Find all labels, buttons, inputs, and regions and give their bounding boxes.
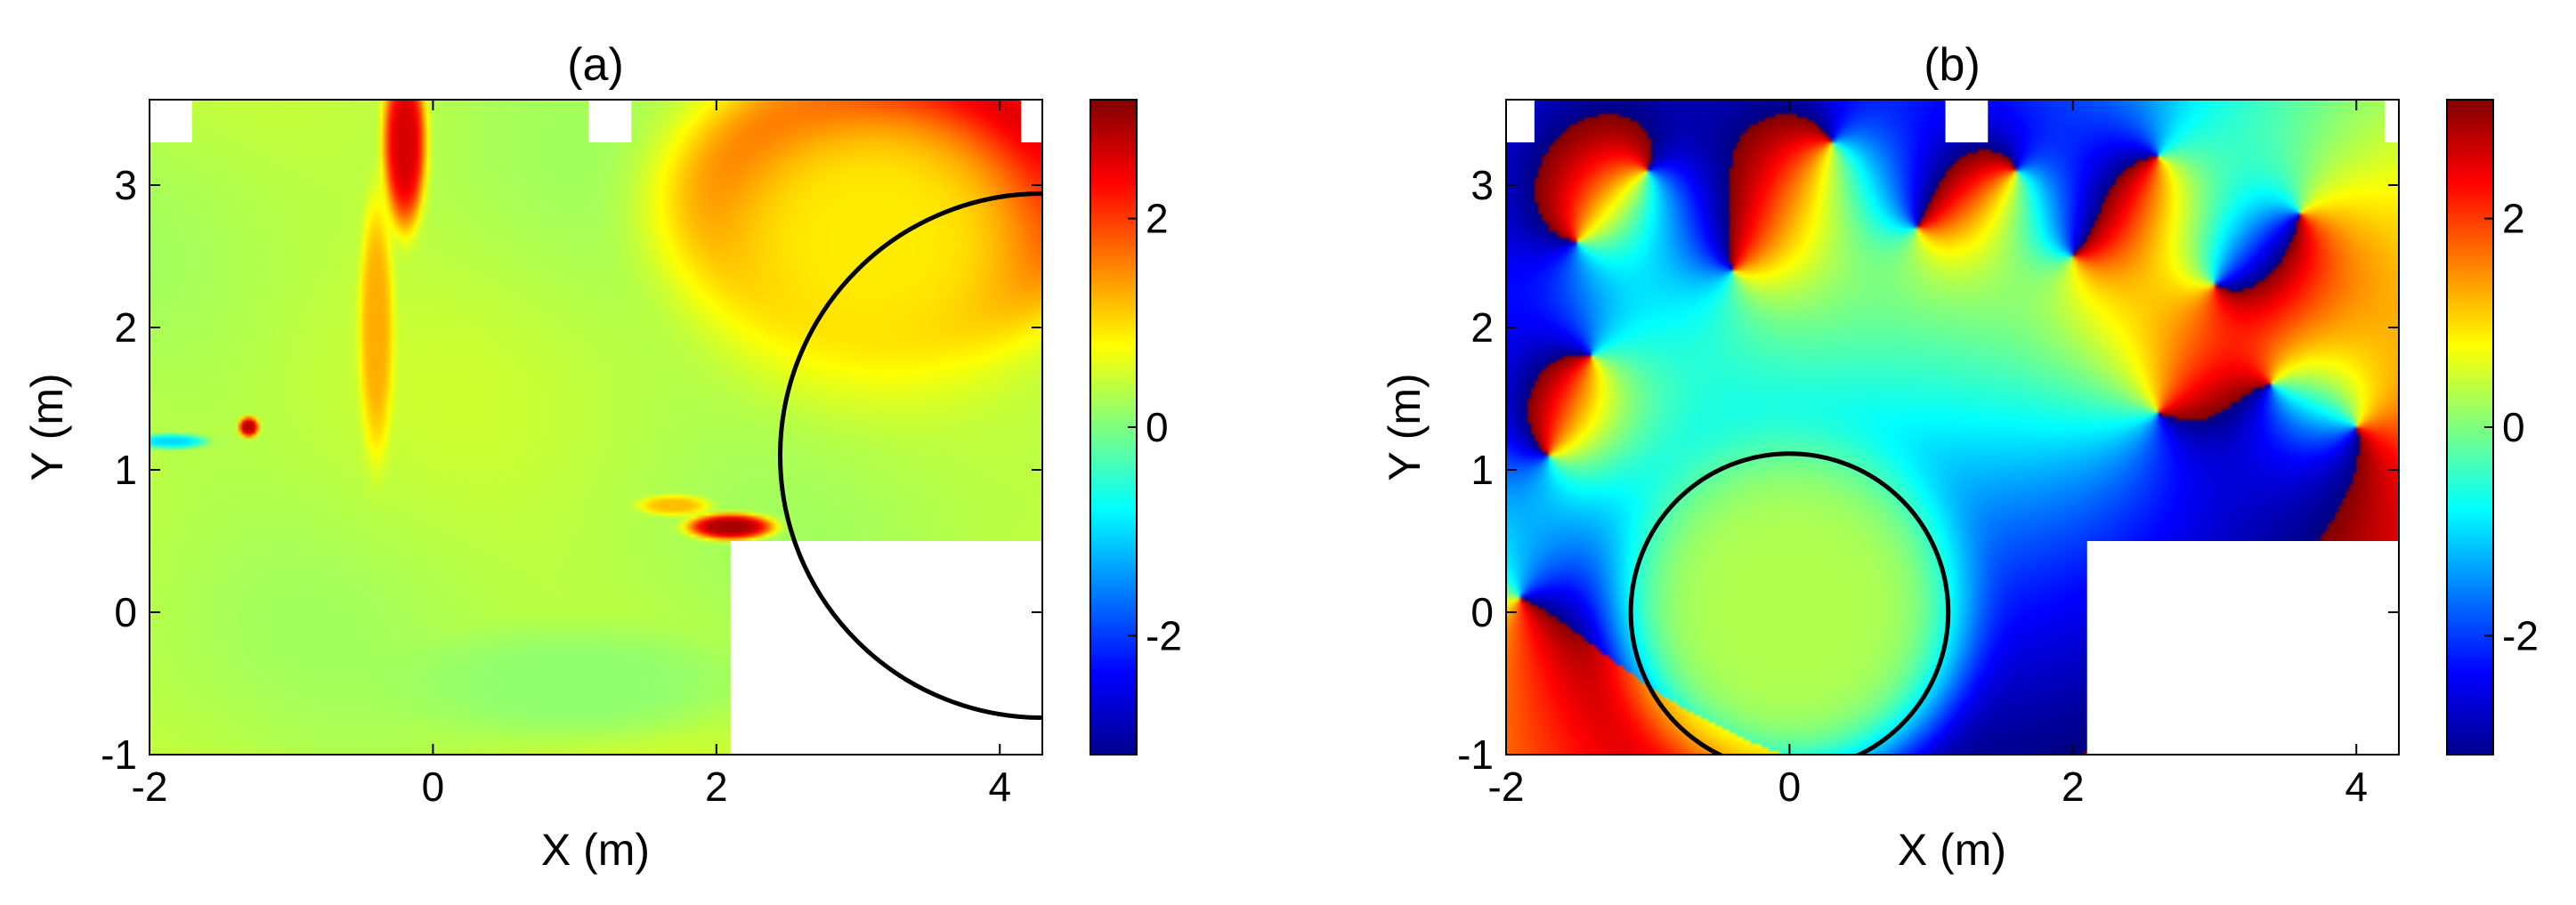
panel-a-axes-box [149, 99, 1043, 756]
panel-a-plot [150, 100, 1042, 755]
panel-b-ylabel: Y (m) [1380, 373, 1430, 481]
panel-b-title: (b) [1924, 39, 1981, 91]
x-tick-label: -2 [132, 764, 168, 810]
panel-b-axes: -2 0 2 4 -1 0 1 2 3 [1457, 100, 2399, 810]
y-tick-label: 2 [1470, 304, 1494, 351]
panel-b-xlabel: X (m) [1898, 825, 2006, 875]
y-tick-label: -1 [101, 731, 137, 778]
x-tick-label: 4 [2345, 764, 2368, 810]
mask-region [2086, 541, 2399, 755]
x-tick-label: 4 [988, 764, 1011, 810]
panel-b-axes-box [1505, 99, 2400, 756]
panel-a-colorbar: -2 0 2 [1090, 99, 1182, 756]
x-tick-label: 0 [1778, 764, 1802, 810]
y-tick-label: 1 [114, 447, 137, 493]
colorbar-tick-label: -2 [2502, 612, 2539, 659]
panel-b-colorbar: -2 0 2 [2446, 99, 2539, 756]
panel-b-masks [1506, 100, 2399, 755]
y-tick-label: 3 [1470, 162, 1494, 208]
panel-a-colorbar-ticks: -2 0 2 [1128, 196, 1182, 659]
x-tick-label: 2 [705, 764, 728, 810]
panel-b: (b) -2 0 2 4 -1 0 1 2 3 X (m) Y (m) -2 0 2 [1380, 39, 2539, 875]
panel-b-circle [1628, 451, 1951, 755]
colorbar-tick-label: 0 [1146, 404, 1169, 450]
x-tick-label: -2 [1488, 764, 1525, 810]
panel-a-xlabel: X (m) [541, 825, 650, 875]
mask-region [1021, 100, 1042, 142]
mask-region [1506, 100, 1535, 142]
panel-b-colorbar-ticks: -2 0 2 [2484, 196, 2539, 659]
mask-region [730, 541, 1042, 755]
mask-region [1945, 100, 1989, 142]
colorbar-tick-label: 2 [2502, 196, 2525, 242]
x-tick-label: 2 [2062, 764, 2085, 810]
mask-region [588, 100, 632, 142]
panel-a-ylabel: Y (m) [22, 373, 72, 481]
colorbar-tick-label: -2 [1146, 612, 1182, 659]
y-tick-label: 0 [114, 589, 137, 635]
panel-a-masks [150, 100, 1042, 755]
panel-a-title: (a) [567, 39, 624, 91]
y-tick-label: 3 [114, 162, 137, 208]
colorbar-tick-label: 0 [2502, 404, 2525, 450]
panel-b-plot [1506, 100, 2399, 755]
mask-region [150, 100, 192, 142]
panel-a-circle [778, 191, 1042, 720]
colorbar-tick-label: 2 [1146, 196, 1169, 242]
y-tick-label: -1 [1457, 731, 1494, 778]
y-tick-label: 0 [1470, 589, 1494, 635]
panel-a-axes: -2 0 2 4 -1 0 1 2 3 [101, 100, 1042, 810]
y-tick-label: 2 [114, 304, 137, 351]
y-tick-label: 1 [1470, 447, 1494, 493]
mask-region [2385, 100, 2399, 142]
panel-a: (a) -2 0 2 4 -1 0 1 2 3 X (m) Y (m) -2 0 2 [22, 39, 1182, 875]
x-tick-label: 0 [422, 764, 445, 810]
